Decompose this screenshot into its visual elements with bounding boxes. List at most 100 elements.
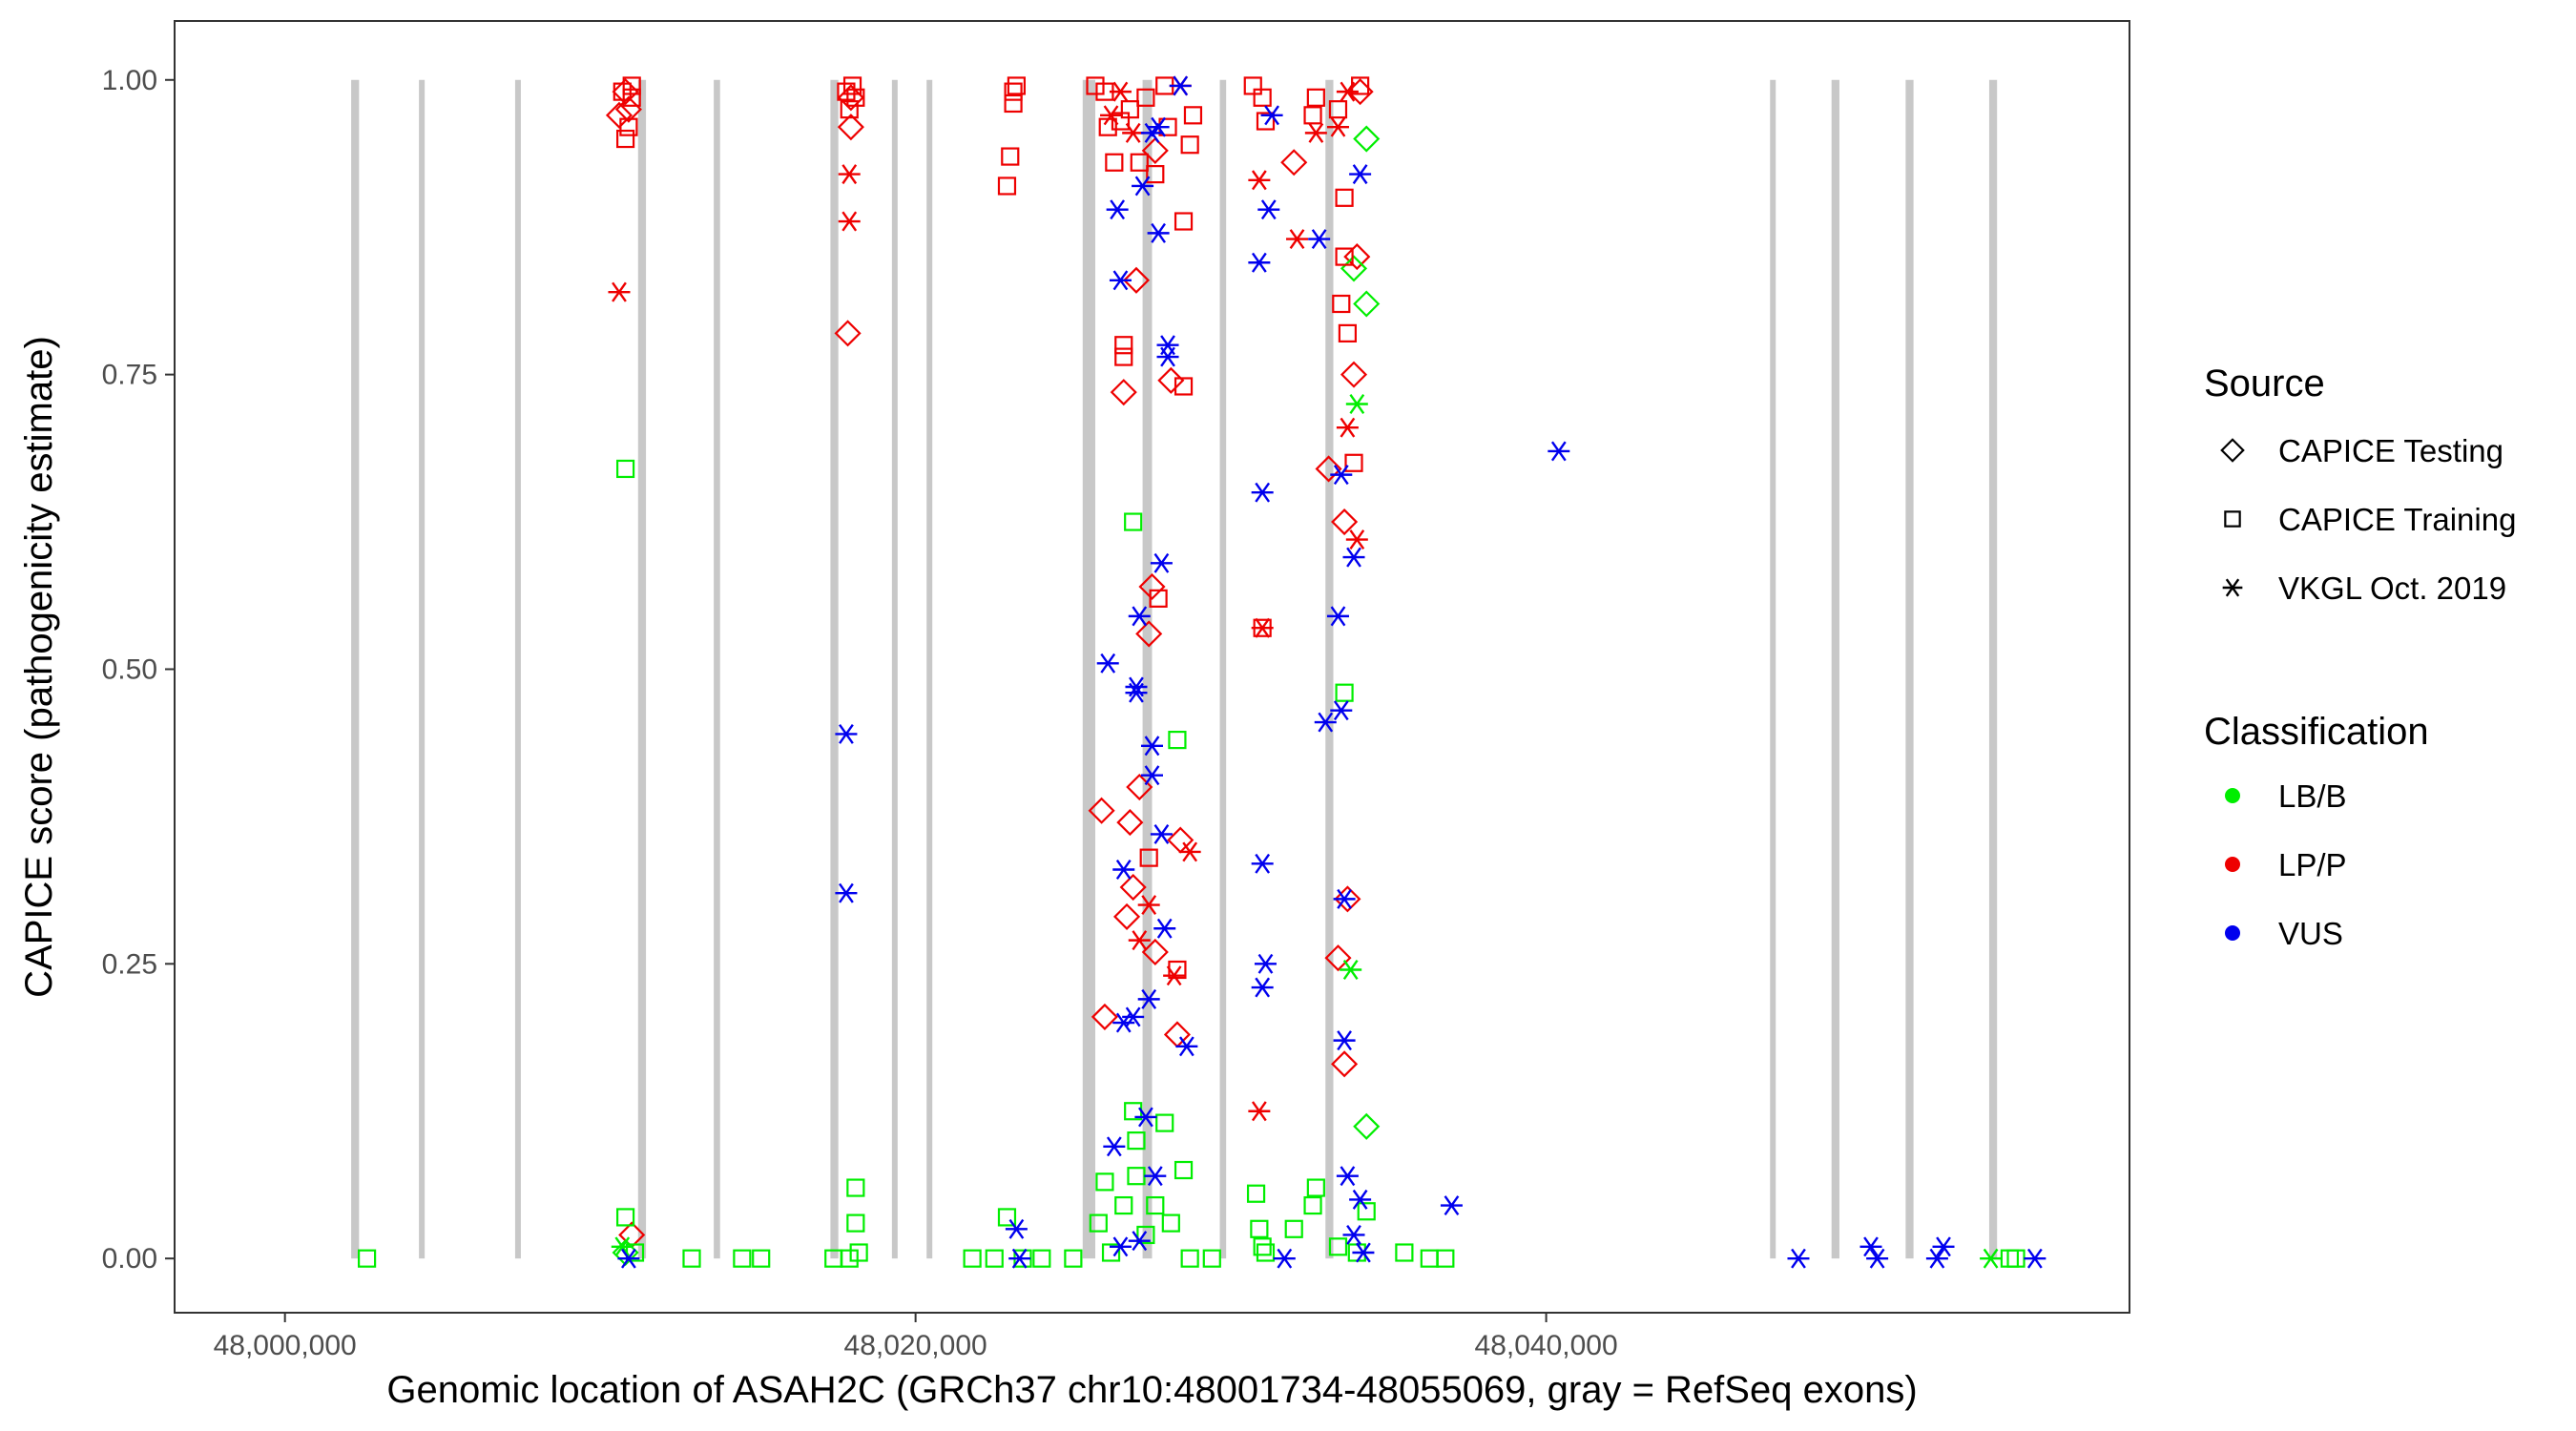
y-axis-title: CAPICE score (pathogenicity estimate) [18,336,60,998]
point-asterisk [1137,895,1160,916]
point-square [1004,93,1023,114]
point-asterisk [1932,1236,1955,1257]
point-asterisk [1112,860,1135,880]
point-asterisk [1333,888,1356,909]
point-square [1101,1243,1121,1262]
point-asterisk [1349,1189,1372,1210]
point-asterisk [1251,482,1274,503]
point-diamond [1135,620,1163,648]
point-asterisk [1349,164,1372,185]
point-diamond [1343,243,1371,271]
point-square [1032,1249,1051,1268]
point-square [1335,188,1354,207]
legend-classification: Classification LB/B LP/P VUS [2204,711,2429,951]
legend-class-swatch [2225,857,2240,872]
legend-class-label: LP/P [2278,847,2347,882]
point-square [1136,1225,1155,1245]
point-square [1335,247,1354,266]
point-asterisk [1440,1195,1463,1216]
x-axis-title: Genomic location of ASAH2C (GRCh37 chr10… [386,1369,1917,1411]
point-asterisk [1248,170,1271,191]
point-asterisk [1251,617,1274,638]
point-diamond [1119,873,1147,902]
point-diamond [837,114,864,141]
legend-source-title: Source [2204,363,2325,404]
point-asterisk [611,1236,634,1257]
point-asterisk [1156,346,1179,367]
exon-band [1905,79,1914,1259]
point-square [1146,1195,1165,1215]
exon-band [1082,79,1096,1259]
point-asterisk [1330,465,1353,486]
point-asterisk [1125,682,1148,703]
point-square [1256,112,1276,131]
point-asterisk [1330,700,1353,721]
point-square [1357,1202,1376,1221]
point-square [1328,1237,1348,1256]
point-asterisk [1153,918,1176,939]
point-asterisk [1134,1107,1157,1128]
point-asterisk [1787,1248,1810,1269]
point-asterisk [1251,977,1274,998]
point-asterisk [1314,712,1337,733]
y-tick-label: 0.00 [102,1243,157,1275]
point-asterisk [1333,1030,1356,1051]
point-square [837,82,856,101]
point-square [1174,212,1194,231]
point-asterisk [1980,1248,2003,1269]
point-square [1250,1219,1269,1238]
point-asterisk [1132,176,1154,197]
point-asterisk [1100,105,1123,126]
exon-band [419,79,426,1259]
point-square [1174,377,1194,396]
exon-band [1831,79,1839,1259]
point-asterisk [1109,1236,1132,1257]
point-diamond [1110,379,1137,406]
point-asterisk [1866,1248,1889,1269]
point-square [1149,589,1168,608]
point-asterisk [1925,1248,1948,1269]
point-square [2224,510,2241,528]
point-square [840,1249,859,1268]
point-asterisk [1141,736,1163,757]
point-asterisk [1251,853,1274,874]
point-square [1095,1172,1114,1192]
exon-band [714,79,720,1259]
point-asterisk [1257,199,1280,220]
exon-band [891,79,898,1259]
point-diamond [1141,136,1169,164]
point-square [357,1249,377,1268]
point-square [1183,106,1203,125]
legend-classification-title: Classification [2204,711,2429,753]
point-square [1139,848,1158,867]
legend-source: Source CAPICE Testing CAPICE Training VKGL… [2204,363,2516,606]
point-square [1180,1249,1199,1268]
data-points [357,75,2046,1269]
point-square [1004,82,1023,101]
point-diamond [605,101,634,129]
point-square [997,1208,1017,1227]
exon-band [1770,79,1776,1259]
point-square [1127,1131,1146,1151]
point-asterisk [1141,122,1163,143]
point-square [1124,512,1143,531]
point-asterisk [1128,930,1151,951]
point-asterisk [1248,252,1271,273]
point-square [1105,153,1124,172]
exon-band [1325,79,1334,1259]
point-asterisk [1336,1166,1359,1187]
point-square [1114,1195,1133,1215]
exon-bands [351,79,1998,1259]
point-asterisk [1254,953,1277,974]
exon-band [637,79,647,1259]
point-square [840,100,859,119]
point-square [733,1249,752,1268]
point-square [682,1249,701,1268]
point-square [2006,1249,2025,1268]
point-square [846,1213,865,1233]
point-asterisk [1122,122,1145,143]
point-diamond [834,320,862,347]
x-tick-label: 48,000,000 [214,1330,357,1361]
point-asterisk [1548,441,1570,462]
point-diamond [1334,885,1361,913]
